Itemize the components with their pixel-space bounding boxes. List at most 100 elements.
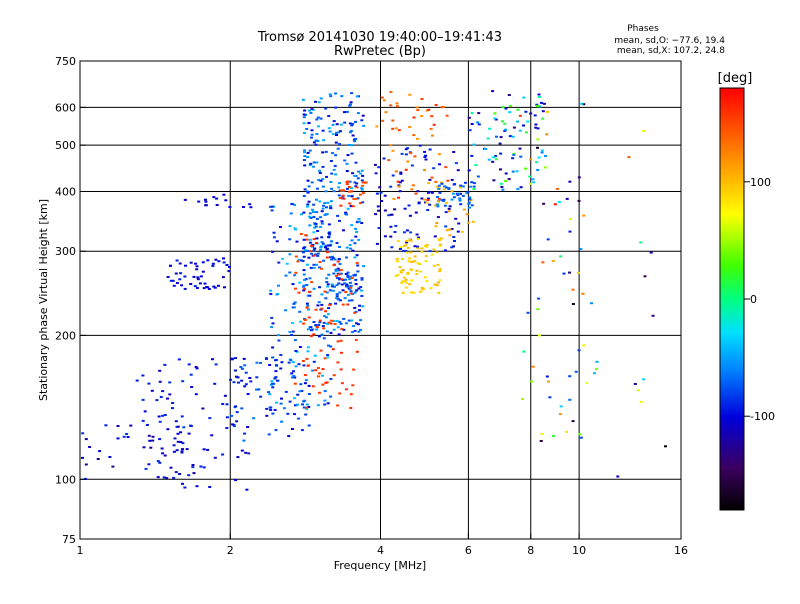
data-point	[444, 166, 448, 169]
data-point	[290, 333, 294, 336]
data-point	[303, 151, 306, 154]
data-point	[335, 134, 338, 136]
data-point	[340, 278, 344, 281]
data-point	[568, 398, 572, 401]
data-point	[303, 382, 307, 385]
data-point	[326, 313, 330, 316]
data-point	[320, 303, 324, 306]
data-point	[393, 231, 397, 233]
data-point	[582, 103, 586, 106]
data-point	[325, 256, 329, 259]
data-point	[445, 114, 449, 117]
data-point	[467, 116, 471, 119]
data-point	[302, 364, 306, 367]
data-point	[339, 272, 343, 275]
data-point	[526, 120, 530, 123]
data-point	[350, 187, 354, 190]
data-point	[426, 197, 430, 200]
data-point	[404, 278, 408, 281]
data-point	[245, 488, 249, 491]
data-point	[316, 116, 320, 119]
data-point	[400, 152, 404, 155]
data-point	[380, 96, 384, 99]
data-point	[405, 281, 409, 284]
data-point	[316, 187, 319, 190]
data-point	[339, 368, 343, 371]
data-point	[326, 356, 330, 359]
data-point	[396, 260, 399, 263]
data-point	[423, 276, 427, 279]
data-point	[156, 476, 160, 479]
data-point	[329, 345, 333, 348]
data-point	[321, 207, 325, 210]
data-point	[293, 382, 297, 385]
data-point	[331, 123, 335, 126]
data-point	[322, 327, 326, 330]
data-point	[338, 392, 342, 395]
data-point	[402, 276, 406, 279]
colorbar-tick-label: -100	[750, 410, 775, 423]
data-point	[337, 282, 341, 285]
data-point	[518, 147, 522, 150]
data-point	[189, 261, 193, 264]
data-point	[243, 385, 247, 388]
data-point	[536, 127, 540, 130]
data-point	[312, 254, 316, 257]
data-point	[344, 213, 348, 215]
data-point	[290, 203, 294, 206]
data-point	[172, 444, 176, 447]
data-point	[179, 272, 183, 275]
data-point	[394, 127, 398, 130]
data-point	[298, 281, 302, 284]
data-point	[248, 203, 252, 206]
data-point	[348, 202, 352, 205]
data-point	[421, 287, 425, 290]
data-point	[405, 229, 409, 232]
data-point	[312, 203, 316, 206]
data-point	[425, 109, 429, 112]
data-point	[281, 257, 285, 260]
data-point	[242, 206, 245, 208]
data-point	[183, 287, 187, 290]
data-point	[354, 161, 358, 164]
data-point	[232, 425, 236, 428]
y-tick-label: 400	[55, 185, 76, 198]
data-point	[356, 270, 360, 273]
data-point	[453, 183, 457, 186]
data-point	[545, 375, 549, 378]
data-point	[342, 189, 346, 192]
data-point	[334, 274, 338, 277]
data-point	[157, 415, 161, 418]
data-point	[542, 202, 546, 205]
data-point	[290, 372, 294, 375]
data-point	[305, 263, 309, 266]
data-point	[308, 215, 312, 218]
data-point	[413, 259, 417, 262]
data-point	[399, 269, 403, 272]
data-point	[408, 214, 412, 217]
colorbar-label: [deg]	[718, 71, 753, 86]
data-point	[395, 105, 399, 108]
data-point	[423, 198, 427, 201]
data-point	[315, 133, 319, 135]
data-point	[305, 302, 309, 305]
x-tick-label: 1	[77, 544, 84, 557]
data-point	[362, 124, 366, 127]
data-point	[522, 96, 526, 99]
data-point	[195, 367, 199, 370]
data-point	[323, 357, 327, 360]
data-point	[568, 375, 572, 378]
data-point	[314, 222, 318, 225]
data-point	[353, 174, 357, 177]
data-point	[536, 308, 540, 311]
data-point	[259, 362, 262, 364]
data-point	[237, 381, 240, 384]
data-point	[275, 293, 279, 296]
data-point	[435, 185, 439, 188]
data-point	[324, 246, 327, 249]
data-point	[565, 197, 569, 200]
data-point	[410, 279, 414, 282]
y-tick-label: 100	[55, 473, 76, 486]
data-point	[350, 319, 354, 322]
data-point	[488, 127, 492, 130]
